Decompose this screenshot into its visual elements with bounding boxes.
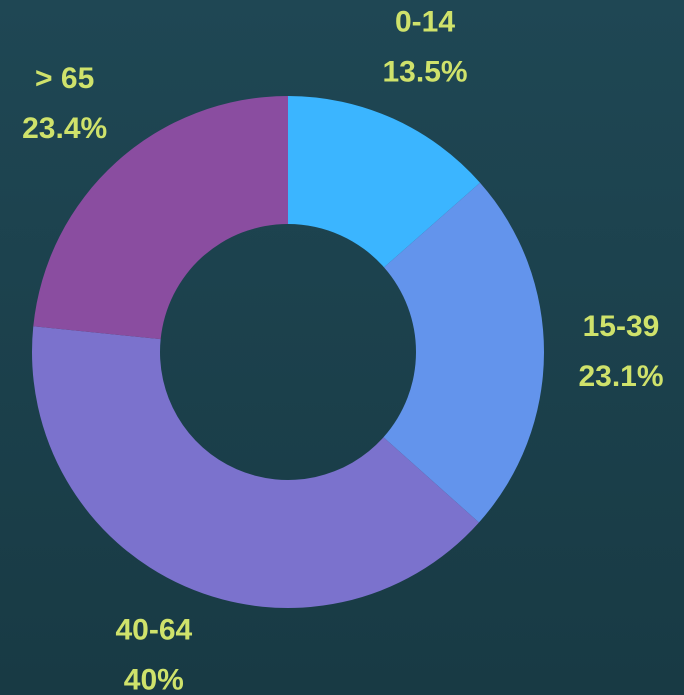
- slice-label: > 65: [35, 62, 94, 95]
- value-label: 23.4%: [22, 112, 107, 145]
- slice-label: 0-14: [395, 5, 455, 38]
- chart: 0-14 13.5% 15-39 23.1% 40-64 40% > 65 23.4%: [0, 0, 684, 695]
- value-label: 40%: [124, 664, 184, 695]
- slice-label: 40-64: [115, 614, 192, 647]
- page: 0-1413.5%15-3923.1%40-6440%> 6523.4% (()…: [0, 0, 684, 695]
- slice-label: 15-39: [583, 310, 660, 343]
- value-label: 23.1%: [578, 360, 663, 393]
- value-label: 13.5%: [382, 55, 467, 88]
